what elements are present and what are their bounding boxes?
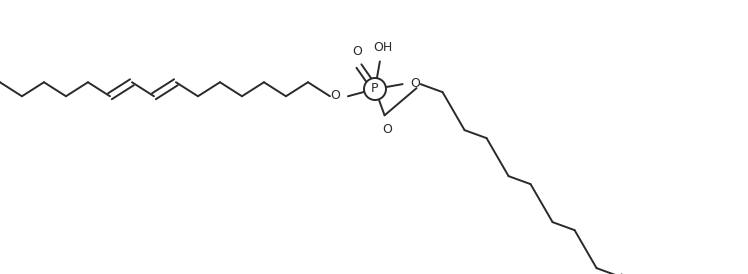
Text: O: O [352, 45, 362, 58]
Text: O: O [383, 123, 393, 136]
Text: O: O [411, 77, 420, 90]
Text: O: O [330, 89, 340, 102]
Text: OH: OH [373, 41, 393, 55]
Circle shape [364, 78, 386, 100]
Text: P: P [371, 82, 378, 96]
